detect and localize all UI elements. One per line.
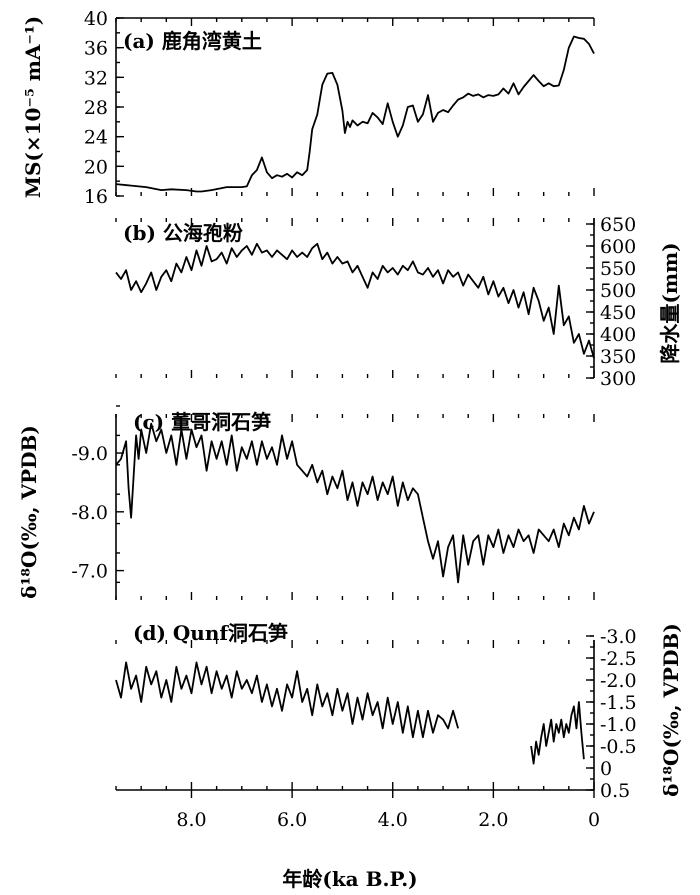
y-tick-label: 40 — [84, 8, 108, 30]
y-tick-label: -3.0 — [600, 626, 637, 648]
x-tick-label: 8.0 — [176, 809, 206, 831]
y-tick-label: 550 — [600, 258, 636, 280]
y-tick-label: -2.5 — [600, 648, 637, 670]
y-tick-label: 600 — [600, 236, 636, 258]
x-axis-title: 年龄(ka B.P.) — [282, 867, 417, 891]
x-tick-label: 6.0 — [277, 809, 307, 831]
panel-label: (b) 公海孢粉 — [123, 221, 243, 245]
series-line-1 — [115, 661, 459, 739]
series-line-2 — [530, 701, 585, 765]
y-tick-label: 450 — [600, 302, 636, 324]
panel-a-ms-chart: 16 20 24 28 32 36 40 (a) 鹿角湾黄土 MS(×10⁻⁵ mA⁻¹) — [21, 8, 595, 208]
y-tick-label: 500 — [600, 280, 636, 302]
x-tick-label: 2.0 — [478, 809, 508, 831]
series-line-1 — [115, 35, 595, 193]
y-tick-label: 28 — [84, 97, 108, 119]
panel-label: (a) 鹿角湾黄土 — [123, 29, 262, 53]
panel-c-dongge-chart: -7.0 -8.0 -9.0 (c) 董哥洞石笋 δ¹⁸O(‰, VPDB) — [17, 405, 595, 600]
y-tick-label: 0.5 — [600, 780, 630, 802]
y-axis-title: 降水量(mm) — [658, 242, 682, 363]
y-tick-label: 24 — [84, 127, 108, 149]
y-tick-label: -0.5 — [600, 736, 637, 758]
shared-x-axis: 8.0 6.0 4.0 2.0 0 — [116, 17, 600, 831]
panel-label: (d) Qunf洞石笋 — [133, 621, 288, 645]
y-tick-label: 350 — [600, 346, 636, 368]
x-tick-label: 0 — [588, 809, 600, 831]
panel-d-qunf-chart: 0.50-0.5-1.0-1.5-2.0-2.5-3.0 (d) Qunf洞石笋 δ… — [115, 621, 683, 802]
panel-label: (c) 董哥洞石笋 — [133, 410, 271, 434]
y-tick-label: 650 — [600, 214, 636, 236]
y-tick-label: 32 — [84, 67, 108, 89]
y-tick-label: -7.0 — [71, 561, 108, 583]
y-tick-label: 36 — [84, 38, 108, 60]
y-axis-title: MS(×10⁻⁵ mA⁻¹) — [21, 16, 45, 198]
series-line-1 — [115, 422, 595, 584]
y-tick-label: 16 — [84, 186, 108, 208]
y-tick-label: -1.0 — [600, 714, 637, 736]
y-tick-label: -8.0 — [71, 502, 108, 524]
y-tick-label: -2.0 — [600, 670, 637, 692]
x-tick-label: 4.0 — [378, 809, 408, 831]
y-tick-label: 400 — [600, 324, 636, 346]
y-axis-title: δ¹⁸O(‰, VPDB) — [17, 425, 41, 599]
y-tick-label: -9.0 — [71, 443, 108, 465]
y-tick-label: 300 — [600, 368, 636, 390]
y-axis-title: δ¹⁸O(‰, VPDB) — [659, 623, 683, 797]
y-tick-label: 20 — [84, 156, 108, 178]
y-tick-label: 0 — [600, 758, 612, 780]
y-tick-label: -1.5 — [600, 692, 637, 714]
series-line-1 — [115, 242, 595, 359]
